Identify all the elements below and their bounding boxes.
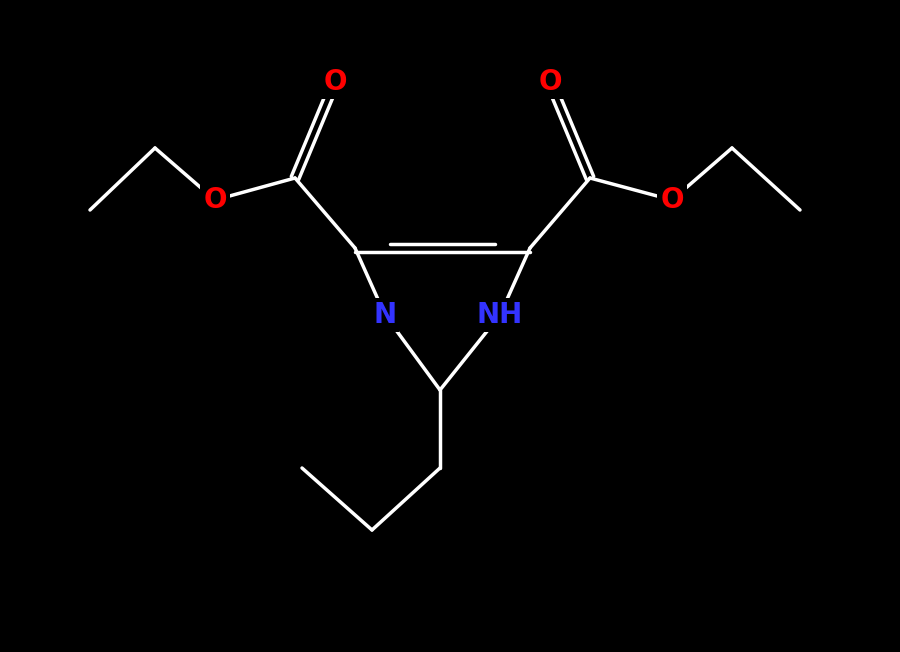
Text: O: O <box>323 68 346 96</box>
Text: O: O <box>203 186 227 214</box>
Text: O: O <box>538 68 562 96</box>
Text: NH: NH <box>477 301 523 329</box>
Text: N: N <box>374 301 397 329</box>
Text: O: O <box>661 186 684 214</box>
